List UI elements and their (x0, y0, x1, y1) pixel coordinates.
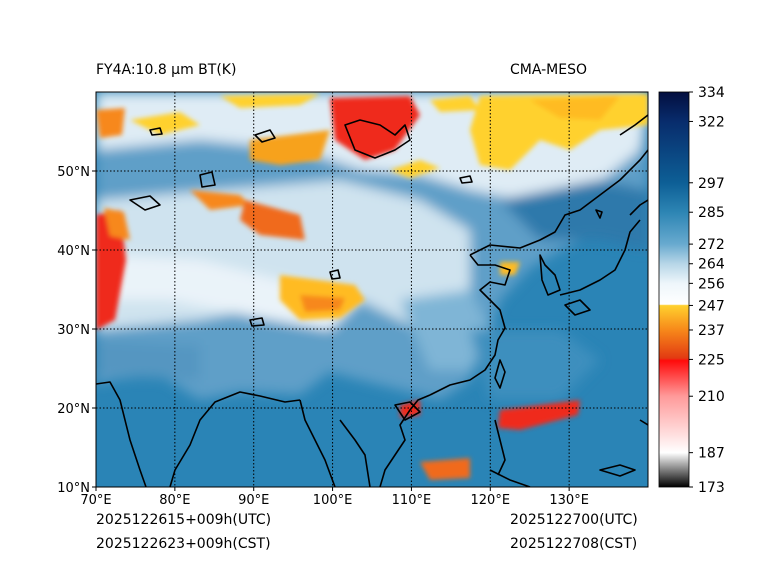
valid-time-utc: 2025122700(UTC) (510, 512, 638, 528)
satellite-image (96, 92, 648, 487)
philippines-south (489, 469, 531, 487)
axis-labels: 70°E 80°E 90°E 100°E 110°E 120°E 130°E 10°N 20°N… (57, 165, 589, 508)
india-west-coast (96, 381, 147, 487)
lake-baikal (344, 119, 411, 159)
bay-of-bengal-east (299, 399, 336, 487)
init-time-cst: 2025122623+009h(CST) (96, 536, 271, 552)
taiwan (494, 359, 506, 389)
okhotsk-coast (619, 114, 648, 136)
axis-ticks (92, 170, 570, 491)
valid-time-cst: 2025122708(CST) (510, 536, 638, 552)
y-tick-label: 40°N (57, 244, 90, 259)
gridlines (96, 92, 648, 487)
map-panel (95, 91, 649, 488)
myanmar-coast (339, 419, 371, 487)
colorbar-tick-label: 272 (698, 237, 725, 253)
y-tick-label: 30°N (57, 323, 90, 338)
japan-kyushu (564, 299, 591, 316)
hulun-lake (459, 175, 473, 184)
guam (639, 419, 648, 426)
inland-lake-1 (254, 129, 276, 143)
x-tick-label: 120°E (471, 493, 511, 508)
luzon (494, 419, 506, 476)
colorbar-tick-label: 297 (698, 176, 725, 192)
indochina-coast (379, 394, 431, 487)
coastlines (96, 114, 648, 487)
colorbar-frame (658, 91, 690, 488)
south-china-coast (429, 299, 506, 396)
map-frame (95, 91, 649, 488)
x-tick-label: 100°E (313, 493, 353, 508)
colorbar-tick-label: 322 (698, 114, 725, 130)
inland-lake-2 (199, 171, 216, 188)
hokkaido (629, 199, 648, 216)
title-left: FY4A:10.8 µm BT(K) (96, 62, 237, 78)
korea-peninsula (539, 254, 561, 296)
inland-lake-3 (149, 127, 163, 136)
colorbar-tick-label: 285 (698, 205, 725, 221)
hainan-island (394, 401, 421, 421)
bohai-coast (469, 254, 511, 301)
india-east-coast (169, 391, 301, 487)
tibet-lake (249, 317, 265, 327)
sakhalin-tip (595, 209, 603, 219)
colorbar: 334 322 297 285 272 264 256 247 237 225 210 187 173 (658, 85, 725, 496)
korea-russia-coast (469, 149, 648, 256)
title-right: CMA-MESO (510, 62, 588, 78)
x-tick-label: 90°E (238, 493, 269, 508)
x-tick-label: 130°E (549, 493, 589, 508)
colorbar-tick-label: 334 (698, 85, 725, 101)
qinghai-lake (329, 269, 341, 280)
x-tick-label: 110°E (392, 493, 432, 508)
japan-honshu (559, 219, 641, 296)
colorbar-tick-label: 173 (698, 480, 725, 496)
colorbar-tick-label: 225 (698, 352, 725, 368)
y-tick-label: 50°N (57, 165, 90, 180)
colorbar-tick-label: 237 (698, 323, 725, 339)
colorbar-tick-label: 210 (698, 389, 725, 405)
x-tick-label: 80°E (159, 493, 190, 508)
inland-lake-4 (129, 195, 161, 211)
colorbar-tick-label: 256 (698, 276, 725, 292)
colorbar-ticks: 334 322 297 285 272 264 256 247 237 225 210 187 173 (689, 85, 725, 496)
colorbar-tick-label: 247 (698, 298, 725, 314)
colorbar-fill (659, 92, 689, 487)
y-tick-label: 10°N (57, 481, 90, 496)
x-tick-label: 70°E (80, 493, 111, 508)
y-tick-label: 20°N (57, 402, 90, 417)
colorbar-tick-label: 187 (698, 446, 725, 462)
init-time-utc: 2025122615+009h(UTC) (96, 512, 272, 528)
colorbar-tick-label: 264 (698, 257, 725, 273)
palau-islands (599, 464, 636, 477)
